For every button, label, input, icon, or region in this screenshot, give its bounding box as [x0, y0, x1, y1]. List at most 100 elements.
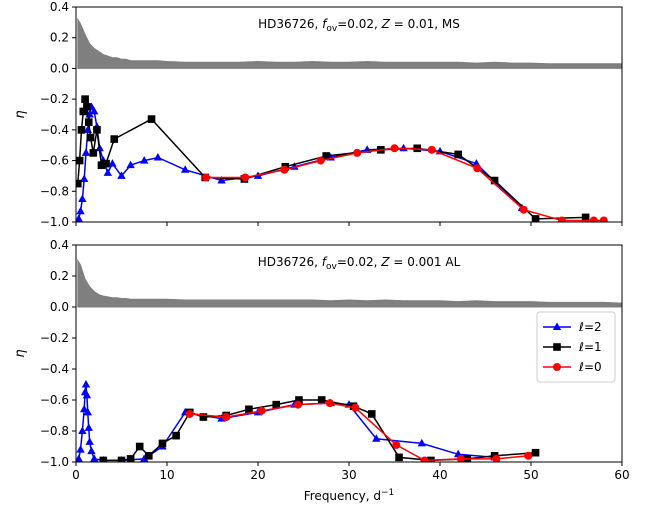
data-point	[90, 106, 99, 115]
data-point	[81, 148, 91, 156]
data-point	[589, 216, 598, 222]
plot-area	[76, 258, 622, 462]
data-point	[222, 413, 231, 422]
x-tick-label: 20	[250, 468, 265, 482]
data-point	[77, 126, 86, 134]
data-point	[294, 400, 303, 409]
y-tick-label: −0.4	[40, 362, 69, 376]
data-point	[81, 95, 89, 103]
data-point	[140, 454, 149, 462]
x-axis-label: Frequency, d−1	[304, 488, 395, 503]
data-point	[519, 205, 528, 214]
y-tick-label: 0.4	[50, 238, 69, 252]
data-point	[84, 423, 93, 431]
y-tick-label: −1.0	[40, 455, 69, 469]
data-point	[79, 404, 89, 413]
data-point	[117, 171, 126, 179]
data-point	[172, 431, 180, 440]
data-point	[399, 143, 408, 152]
y-axis-label: η	[13, 110, 28, 118]
plot-area	[76, 17, 622, 222]
x-tick-label: 50	[523, 468, 538, 482]
data-point	[103, 168, 113, 176]
x-tick-label: 30	[341, 468, 356, 482]
data-point	[87, 446, 96, 455]
data-point	[241, 173, 250, 182]
data-point	[140, 156, 149, 164]
legend-marker	[552, 322, 562, 330]
data-point	[78, 194, 87, 202]
gray-noise-series	[77, 17, 622, 69]
data-point	[83, 407, 93, 416]
data-point	[295, 396, 303, 404]
data-point	[181, 165, 190, 173]
data-point	[531, 448, 540, 457]
data-point	[199, 413, 208, 421]
data-point	[84, 118, 93, 126]
data-point	[93, 126, 101, 134]
data-point	[76, 206, 85, 215]
data-point	[353, 148, 362, 157]
data-point	[76, 445, 85, 453]
data-point	[102, 159, 110, 168]
data-point	[110, 135, 119, 143]
axes-frame	[75, 6, 623, 223]
data-point	[76, 214, 83, 222]
data-point	[79, 107, 88, 116]
y-tick-label: 0.2	[50, 269, 69, 283]
data-point	[417, 438, 426, 447]
y-tick-label: 0.4	[50, 0, 69, 14]
legend-marker	[553, 363, 561, 371]
data-point	[76, 179, 82, 188]
data-point	[316, 156, 325, 165]
data-point	[202, 173, 211, 182]
data-point	[390, 144, 399, 153]
data-point	[79, 174, 89, 182]
data-point	[257, 406, 266, 415]
x-tick-label: 0	[72, 468, 80, 482]
y-tick-label: −0.8	[40, 184, 69, 198]
data-point	[90, 454, 99, 462]
legend-marker	[553, 343, 561, 351]
legend-label: ℓ=0	[578, 360, 602, 374]
legend-label: ℓ=1	[578, 340, 602, 354]
y-tick-label: −0.6	[40, 154, 69, 168]
x-tick-label: 60	[614, 468, 629, 482]
data-point	[76, 454, 83, 462]
data-point	[599, 216, 608, 222]
y-tick-label: −0.6	[40, 393, 69, 407]
data-point	[454, 150, 462, 159]
data-point	[492, 454, 501, 462]
bottom-panel: −1.0 −0.8 −0.6 −0.4 −0.2 0.0 0.2 0.4 0 10 20 30 40 50…	[13, 238, 630, 482]
data-point	[351, 403, 360, 412]
data-point	[126, 160, 135, 169]
y-tick-label: 0.0	[50, 61, 69, 75]
data-point	[76, 156, 84, 165]
data-point	[117, 456, 126, 462]
panel-title: HD36726, fov=0.02, Z = 0.001 AL	[258, 255, 461, 272]
data-point	[83, 103, 91, 111]
data-point	[531, 215, 540, 222]
data-point	[317, 396, 326, 404]
y-tick-label: −0.2	[40, 92, 69, 106]
data-point	[82, 390, 92, 399]
data-point	[392, 440, 401, 449]
data-point	[89, 149, 98, 157]
series-line	[103, 399, 536, 462]
data-point	[185, 409, 194, 418]
top-panel: −1.0 −0.8 −0.6 −0.4 −0.2 0.0 0.2 0.4 η HD36726, f…	[13, 0, 623, 229]
data-point	[490, 176, 499, 185]
data-point	[413, 144, 422, 153]
data-point	[147, 115, 156, 123]
y-tick-label: −0.4	[40, 123, 69, 137]
data-point	[456, 454, 465, 462]
gray-noise-series	[77, 258, 622, 308]
data-point	[158, 439, 167, 448]
y-axis-label: η	[13, 349, 28, 357]
y-tick-label: −1.0	[40, 215, 69, 229]
y-tick-label: 0.0	[50, 300, 69, 314]
data-point	[145, 452, 153, 460]
data-point	[280, 165, 289, 174]
data-point	[108, 159, 117, 167]
